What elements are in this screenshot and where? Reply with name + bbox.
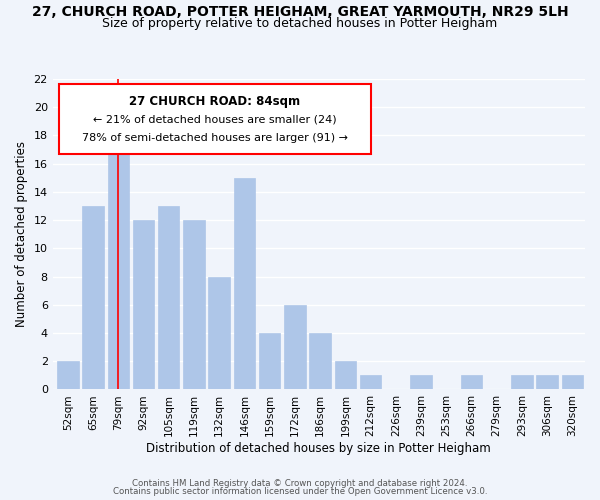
Bar <box>310 333 331 390</box>
Bar <box>259 333 280 390</box>
Bar <box>511 376 533 390</box>
Bar <box>183 220 205 390</box>
Text: Size of property relative to detached houses in Potter Heigham: Size of property relative to detached ho… <box>103 18 497 30</box>
Bar <box>461 376 482 390</box>
Y-axis label: Number of detached properties: Number of detached properties <box>15 141 28 327</box>
Bar <box>107 136 129 390</box>
Bar <box>158 206 179 390</box>
Bar <box>360 376 381 390</box>
Bar <box>208 276 230 390</box>
Text: 27 CHURCH ROAD: 84sqm: 27 CHURCH ROAD: 84sqm <box>129 95 300 108</box>
Text: Contains public sector information licensed under the Open Government Licence v3: Contains public sector information licen… <box>113 487 487 496</box>
Bar <box>233 178 255 390</box>
X-axis label: Distribution of detached houses by size in Potter Heigham: Distribution of detached houses by size … <box>146 442 491 455</box>
Bar <box>82 206 104 390</box>
Bar <box>562 376 583 390</box>
Bar <box>284 305 305 390</box>
Bar <box>133 220 154 390</box>
Text: Contains HM Land Registry data © Crown copyright and database right 2024.: Contains HM Land Registry data © Crown c… <box>132 478 468 488</box>
Bar <box>57 361 79 390</box>
Bar <box>536 376 558 390</box>
Text: 78% of semi-detached houses are larger (91) →: 78% of semi-detached houses are larger (… <box>82 133 347 143</box>
Text: ← 21% of detached houses are smaller (24): ← 21% of detached houses are smaller (24… <box>93 115 337 125</box>
Bar <box>410 376 432 390</box>
Text: 27, CHURCH ROAD, POTTER HEIGHAM, GREAT YARMOUTH, NR29 5LH: 27, CHURCH ROAD, POTTER HEIGHAM, GREAT Y… <box>32 5 568 19</box>
Bar <box>335 361 356 390</box>
